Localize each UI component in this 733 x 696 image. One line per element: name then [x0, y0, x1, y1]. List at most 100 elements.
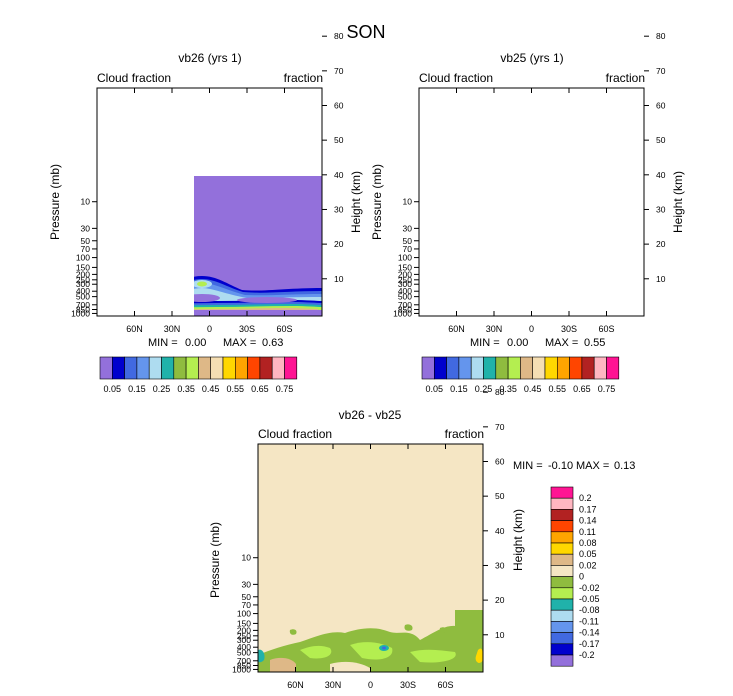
colorbar-swatch [550, 598, 574, 611]
pressure-tick-label: 400 [398, 286, 412, 296]
y2-axis-title: Height (km) [349, 171, 363, 233]
height-axis: 10 20 30 40 50 60 70 80 [483, 387, 505, 640]
colorbar-label: 0.15 [450, 384, 468, 394]
height-tick-label: 80 [656, 31, 666, 41]
pressure-tick-label: 1000 [232, 664, 251, 674]
height-tick-label: 60 [495, 456, 505, 466]
colorbar-label: 0.17 [579, 504, 597, 514]
min-value: 0.00 [507, 337, 528, 349]
x-tick-label: 60N [126, 324, 143, 334]
colorbar-swatch [550, 531, 574, 544]
colorbar-swatch [532, 356, 546, 380]
pressure-tick-label: 150 [76, 262, 90, 272]
max-label: MAX = [576, 460, 609, 472]
contour-field [419, 88, 644, 316]
height-tick-label: 70 [656, 66, 666, 76]
height-tick-label: 20 [495, 595, 505, 605]
colorbar-swatch [198, 356, 211, 380]
colorbar-label: -0.08 [579, 605, 600, 615]
height-tick-label: 40 [495, 526, 505, 536]
colorbar: 0.20.170.140.110.080.050.020-0.02-0.05-0… [550, 486, 600, 667]
pressure-tick-label: 700 [398, 300, 412, 310]
colorbar-swatch [550, 486, 574, 499]
x-tick-label: 60S [276, 324, 292, 334]
y2-axis-title: Height (km) [671, 171, 685, 233]
colorbar-swatch [606, 356, 620, 380]
colorbar-label: 0.75 [276, 384, 294, 394]
height-tick-label: 60 [334, 100, 344, 110]
colorbar-swatch [550, 654, 574, 667]
pressure-tick-label: 300 [398, 279, 412, 289]
y-axis-title: Pressure (mb) [370, 164, 384, 240]
colorbar-label: 0.08 [579, 538, 597, 548]
height-axis: 10 20 30 40 50 60 70 80 [322, 31, 344, 284]
colorbar-label: 0 [579, 572, 584, 582]
colorbar-swatch [259, 356, 273, 380]
pressure-tick-label: 150 [237, 618, 251, 628]
colorbar-swatch [458, 356, 472, 380]
colorbar-swatch [421, 356, 435, 380]
colorbar-swatch [446, 356, 460, 380]
pressure-tick-label: 400 [76, 286, 90, 296]
colorbar-swatch [112, 356, 125, 380]
pressure-tick-label: 50 [242, 592, 252, 602]
pressure-tick-label: 200 [76, 269, 90, 279]
pressure-tick-label: 100 [398, 253, 412, 263]
x-tick-label: 60S [437, 680, 453, 690]
pressure-tick-label: 10 [81, 197, 91, 207]
colorbar-swatch [550, 520, 574, 533]
x-tick-label: 60N [448, 324, 465, 334]
pressure-tick-label: 500 [398, 292, 412, 302]
pressure-tick-label: 250 [76, 275, 90, 285]
colorbar-swatch [173, 356, 187, 380]
min-label: MIN = [513, 460, 543, 472]
panel-title: vb25 (yrs 1) [500, 51, 563, 65]
colorbar-swatch [550, 542, 574, 555]
height-tick-label: 30 [334, 204, 344, 214]
colorbar-label: -0.02 [579, 583, 600, 593]
colorbar-label: 0.2 [579, 493, 592, 503]
colorbar-swatch [550, 553, 574, 566]
min-value: 0.00 [185, 337, 206, 349]
panel-title: vb26 (yrs 1) [178, 51, 241, 65]
colorbar-swatch [550, 587, 574, 600]
colorbar-swatch [550, 576, 574, 589]
colorbar-label: -0.17 [579, 639, 600, 649]
max-label: MAX = [223, 337, 256, 349]
colorbar-label: 0.65 [573, 384, 591, 394]
colorbar-label: 0.35 [499, 384, 517, 394]
pressure-tick-label: 1000 [71, 308, 90, 318]
colorbar-swatch [124, 356, 138, 380]
colorbar-label: 0.05 [104, 384, 122, 394]
colorbar-swatch [550, 565, 574, 577]
pressure-tick-label: 500 [76, 292, 90, 302]
colorbar-swatch [222, 356, 236, 380]
colorbar-label: 0.55 [549, 384, 567, 394]
x-axis: 60N 30N 0 30S 60S [126, 88, 293, 334]
pressure-tick-label: 850 [398, 304, 412, 314]
panel-vb25: vb25 (yrs 1) Cloud fraction fraction 10 3… [370, 31, 685, 394]
x-tick-label: 60N [287, 680, 304, 690]
colorbar-label: 0.02 [579, 560, 597, 570]
right-label: fraction [445, 427, 484, 441]
colorbar-swatch [550, 621, 574, 633]
pressure-tick-label: 700 [237, 656, 251, 666]
right-label: fraction [284, 71, 323, 85]
plot-frame [418, 87, 645, 317]
colorbar-swatch [185, 356, 199, 380]
colorbar-swatch [284, 356, 298, 380]
height-tick-label: 70 [495, 422, 505, 432]
max-value: 0.63 [262, 337, 283, 349]
max-label: MAX = [545, 337, 578, 349]
colorbar-label: 0.25 [475, 384, 493, 394]
colorbar-label: 0.55 [227, 384, 245, 394]
height-tick-label: 60 [656, 100, 666, 110]
height-tick-label: 80 [495, 387, 505, 397]
figure-title: SON [346, 22, 385, 42]
colorbar-label: 0.05 [426, 384, 444, 394]
colorbar-swatch [544, 356, 558, 380]
colorbar-swatch [550, 609, 574, 622]
x-tick-label: 60S [598, 324, 614, 334]
